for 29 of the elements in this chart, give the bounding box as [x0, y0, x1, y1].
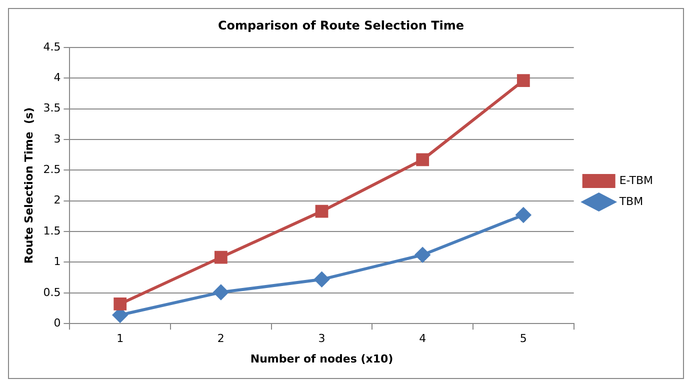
point	[415, 247, 430, 262]
legend-label: TBM	[618, 194, 644, 208]
point	[516, 74, 530, 87]
point	[416, 153, 430, 166]
x-tick-label: 2	[217, 332, 224, 346]
point	[213, 284, 228, 300]
y-tick-label: 2.5	[43, 163, 61, 176]
y-tick-label: 2	[54, 194, 61, 207]
x-tick-label: 3	[318, 332, 326, 346]
chart-title: Comparison of Route Selection Time	[218, 18, 464, 32]
point	[214, 250, 228, 264]
y-tick-label: 4	[54, 70, 61, 84]
legend-label: E-TBM	[619, 174, 654, 187]
x-tick-label: 1	[116, 332, 124, 346]
y-tick-label: 0	[54, 316, 61, 330]
y-tick-label: 4.5	[43, 40, 61, 54]
point	[315, 204, 328, 218]
y-tick-label: 0.5	[43, 286, 61, 299]
x-axis-title: Number of nodes (x10)	[250, 352, 394, 366]
point	[516, 207, 531, 222]
point	[114, 298, 127, 310]
x-tick-label: 5	[520, 332, 527, 346]
y-tick-label: 3.5	[43, 102, 61, 115]
y-tick-label: 1	[54, 255, 61, 268]
y-tick-label: 1.5	[43, 224, 61, 238]
x-tick-label: 4	[419, 332, 426, 346]
point	[314, 272, 330, 287]
y-axis-title: Route Selection Time (s)	[22, 107, 36, 264]
y-tick-label: 3	[54, 132, 61, 146]
